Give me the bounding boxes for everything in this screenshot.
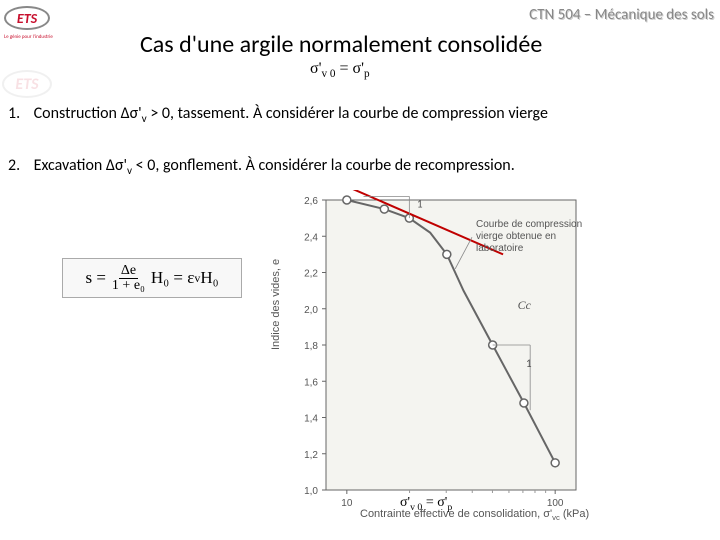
svg-text:1,4: 1,4 (304, 414, 318, 425)
course-code: CTN 504 – Mécanique des sols (529, 6, 714, 24)
svg-text:1,8: 1,8 (304, 341, 318, 352)
svg-text:Cc: Cc (518, 298, 532, 312)
svg-text:laboratoire: laboratoire (476, 243, 524, 254)
list-item-1: 1. Construction Δσ'v > 0, tassement. À c… (8, 104, 708, 126)
svg-text:1,2: 1,2 (304, 450, 318, 461)
ets-logo-watermark: ETS (2, 70, 52, 98)
logo-tagline: Le génie pour l'industrie (4, 34, 53, 40)
logo-text: ETS (17, 10, 37, 27)
page-title: Cas d'une argile normalement consolidée (140, 30, 542, 59)
svg-text:1: 1 (417, 197, 423, 210)
svg-text:2,4: 2,4 (304, 232, 318, 243)
lower-equation: σ'v 0 = σ'p (400, 495, 452, 513)
svg-text:2,0: 2,0 (304, 305, 318, 316)
y-axis-label: Indice des vides, e (270, 259, 282, 350)
svg-text:1: 1 (526, 357, 532, 370)
x-axis-label: Contrainte effective de consolidation, σ… (360, 508, 589, 522)
compression-chart: 1,01,21,41,61,82,02,22,42,610100Cr1Cc1Co… (280, 190, 620, 520)
svg-text:vierge obtenue en: vierge obtenue en (476, 231, 556, 242)
subtitle-equation: σ'v 0 = σ'p (310, 60, 370, 80)
svg-text:2,6: 2,6 (304, 196, 318, 207)
ets-logo: ETS Le génie pour l'industrie (4, 6, 50, 30)
logo-oval: ETS (4, 6, 50, 30)
svg-text:1,0: 1,0 (304, 486, 318, 497)
chart-svg: 1,01,21,41,61,82,02,22,42,610100Cr1Cc1Co… (280, 190, 620, 520)
settlement-formula: s = Δe 1 + e₀ H₀ = εv H₀ (62, 258, 242, 298)
svg-text:10: 10 (341, 498, 353, 509)
svg-text:2,2: 2,2 (304, 269, 318, 280)
svg-text:1,6: 1,6 (304, 377, 318, 388)
list-item-2: 2. Excavation Δσ'v < 0, gonflement. À co… (8, 156, 708, 178)
svg-text:Courbe de compression: Courbe de compression (476, 219, 582, 230)
